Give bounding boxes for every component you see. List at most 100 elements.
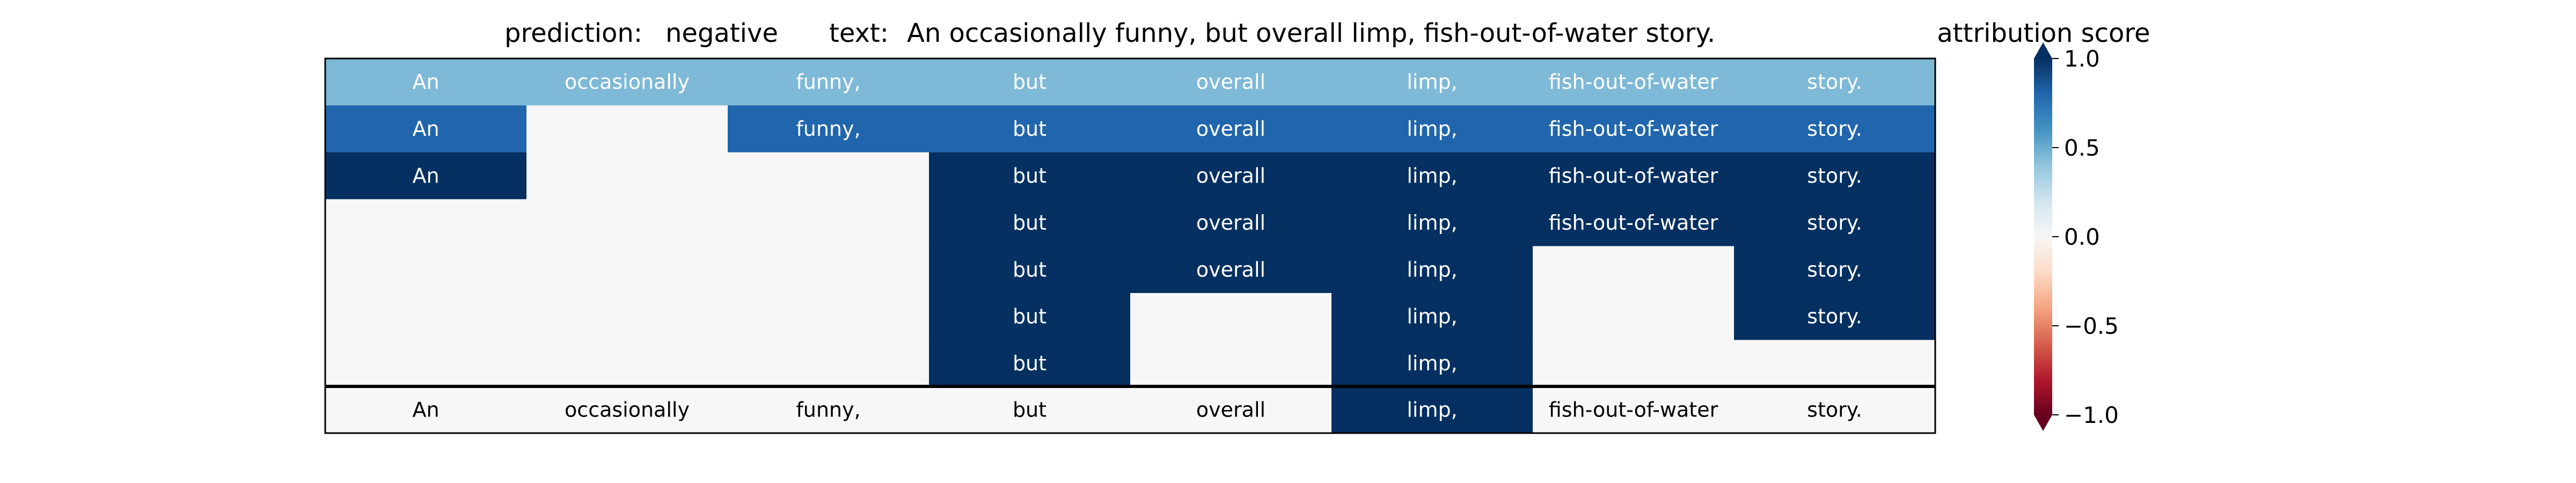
colorbar-tick-label: 1.0 [2064,46,2100,72]
heatmap-cell [728,340,930,387]
heatmap-cell [1331,58,1533,106]
heatmap-cell [526,199,728,247]
summary-cell-label: but [1013,398,1046,422]
summary-cells [325,386,1936,433]
heatmap-cell [325,152,527,200]
colorbar-tick-label: 0.0 [2064,224,2100,250]
heatmap-cell-label: An [412,70,439,94]
summary-cell-label: An [412,398,439,422]
heatmap-cell-label: but [1013,164,1046,188]
heatmap-cell [1734,246,1936,294]
heatmap-cell [1130,340,1332,387]
colorbar-extend-top [2034,42,2052,58]
heatmap-cell-label: overall [1196,164,1265,188]
heatmap-cell-label: story. [1807,305,1862,328]
summary-cell-label: overall [1196,398,1265,422]
colorbar-extend-bottom [2034,415,2052,431]
summary-cell [526,386,728,433]
heatmap-cell [1130,152,1332,200]
heatmap-cell-label: overall [1196,70,1265,94]
heatmap-cell [1331,293,1533,340]
heatmap-cell [1533,152,1735,200]
heatmap-cell [1331,340,1533,387]
heatmap-cell [526,293,728,340]
colorbar-label: attribution score [1937,18,2150,48]
summary-cell [929,386,1131,433]
heatmap-cell [1734,105,1936,153]
heatmap-cell [1130,293,1332,340]
heatmap-cell [929,340,1131,387]
heatmap-cell [1533,58,1735,106]
heatmap-cell-label: funny, [796,70,860,94]
heatmap-cell [1130,105,1332,153]
heatmap-cell-label: but [1013,305,1046,328]
heatmap-cell [1533,340,1735,387]
heatmap-cell [325,293,527,340]
heatmap-cell [929,293,1131,340]
heatmap-cell [1734,199,1936,247]
heatmap-cell [1533,105,1735,153]
summary-cell-label: funny, [796,398,860,422]
heatmap-cell [1331,246,1533,294]
heatmap-cell-label: but [1013,70,1046,94]
heatmap-cell [728,199,930,247]
heatmap-cell-label: fish-out-of-water [1549,211,1718,235]
title-text-label: text: [829,18,889,48]
heatmap-cell [526,58,728,106]
heatmap-cell-label: story. [1807,117,1862,141]
colorbar-tick-label: −0.5 [2064,313,2119,339]
heatmap-cell-label: occasionally [565,70,690,94]
summary-cell-label: story. [1807,398,1862,422]
heatmap-cell-label: fish-out-of-water [1549,117,1718,141]
summary-cell [325,386,527,433]
heatmap-cell-label: An [412,117,439,141]
summary-cell [1734,386,1936,433]
heatmap-cell-label: overall [1196,258,1265,281]
heatmap-cell [1130,199,1332,247]
heatmap-cell-label: limp, [1407,117,1457,141]
heatmap-cell-label: limp, [1407,305,1457,328]
colorbar-tick-label: −1.0 [2064,402,2119,428]
colorbar-ticks: 1.0 0.5 0.0 −0.5 −1.0 [2052,46,2119,428]
summary-cell [1533,386,1735,433]
heatmap-cell [1533,293,1735,340]
heatmap-cell [929,105,1131,153]
heatmap-cell-label: overall [1196,211,1265,235]
heatmap-cell [325,58,527,106]
heatmap-cell-label: funny, [796,117,860,141]
heatmap-cell [526,340,728,387]
heatmap-cell [526,152,728,200]
heatmap-cell-label: fish-out-of-water [1549,164,1718,188]
heatmap-cell [1331,105,1533,153]
heatmap-cell [325,199,527,247]
heatmap-cell [728,246,930,294]
heatmap-cell [929,152,1131,200]
heatmap-cell [1331,199,1533,247]
title-prediction-value: negative [665,18,778,48]
heatmap-cell-label: limp, [1407,211,1457,235]
heatmap-cell [929,58,1131,106]
heatmap-cell-label: story. [1807,211,1862,235]
heatmap-cell-label: limp, [1407,164,1457,188]
summary-cell-label: fish-out-of-water [1549,398,1718,422]
heatmap-cell [325,340,527,387]
heatmap-cell-label: limp, [1407,352,1457,375]
heatmap-cell [1331,152,1533,200]
heatmap-cell [1734,152,1936,200]
summary-cell-label: limp, [1407,398,1457,422]
heatmap-cell-label: but [1013,258,1046,281]
heatmap-cell [728,152,930,200]
heatmap-cell-label: story. [1807,258,1862,281]
summary-cell [1130,386,1332,433]
heatmap-cell-label: but [1013,211,1046,235]
heatmap-cell [1734,340,1936,387]
heatmap-cell-label: An [412,164,439,188]
heatmap-cell-label: story. [1807,70,1862,94]
colorbar: attribution score 1.0 0.5 0.0 −0.5 −1.0 [1937,18,2150,431]
heatmap-cell [728,293,930,340]
heatmap-cell-label: fish-out-of-water [1549,70,1718,94]
heatmap-labels: An occasionally funny, but overall limp, fish-… [412,70,1862,375]
heatmap-cell [929,246,1131,294]
heatmap-cell [1734,293,1936,340]
